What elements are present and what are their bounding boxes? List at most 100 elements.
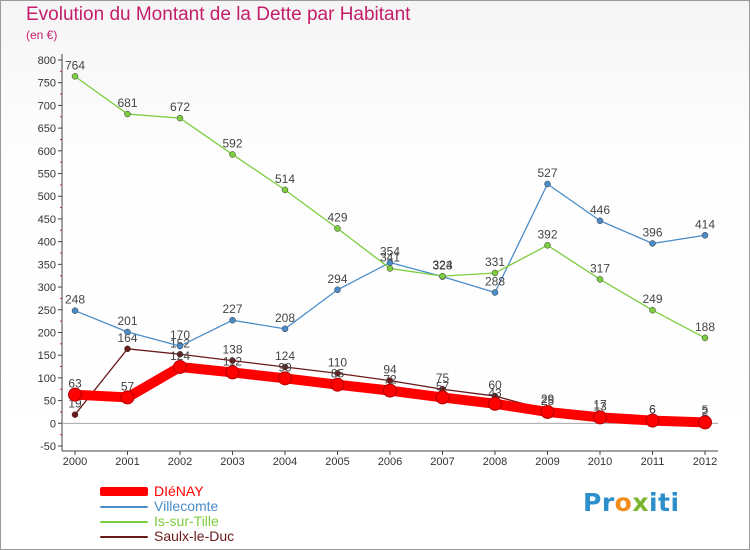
data-point-is-sur-tille <box>71 73 79 80</box>
x-tick-label: 2011 <box>641 456 665 468</box>
x-tick-label: 2002 <box>168 456 192 468</box>
x-tick-label: 2010 <box>588 456 612 468</box>
legend-label-villecomte: Villecomte <box>154 498 219 514</box>
y-tick-label: 50 <box>44 396 56 408</box>
data-label-saulx-le-duc: 29 <box>541 392 555 406</box>
data-point-saulx-le-duc <box>176 351 184 358</box>
data-label-is-sur-tille: 672 <box>170 100 190 114</box>
data-point-is-sur-tille <box>649 306 656 314</box>
data-label-di-nay: 13 <box>593 399 607 413</box>
data-label-villecomte: 527 <box>537 166 557 180</box>
data-label-di-nay: 72 <box>383 373 397 387</box>
data-label-saulx-le-duc: 75 <box>436 371 450 385</box>
data-label-di-nay: 57 <box>436 379 450 393</box>
data-label-is-sur-tille: 341 <box>380 250 400 264</box>
data-label-villecomte: 208 <box>275 311 295 325</box>
data-point-is-sur-tille <box>544 242 551 249</box>
legend-swatch-saulx-le-duc <box>100 535 148 538</box>
data-label-di-nay: 2 <box>702 404 709 418</box>
y-tick-label: 800 <box>38 55 56 67</box>
data-point-di-nay <box>225 365 240 380</box>
y-tick-label: 350 <box>38 259 56 271</box>
y-tick-label: 150 <box>38 350 56 362</box>
x-tick-label: 2012 <box>693 456 717 468</box>
legend-swatch-di-nay <box>100 487 148 496</box>
legend-item-saulx-le-duc: Saulx-le-Duc <box>100 529 234 544</box>
data-point-di-nay <box>698 415 712 430</box>
data-point-di-nay <box>435 390 450 405</box>
data-label-is-sur-tille: 592 <box>222 136 242 150</box>
y-tick-label: 500 <box>38 191 56 203</box>
y-tick-label: 200 <box>38 327 56 339</box>
data-label-villecomte: 446 <box>590 203 610 217</box>
data-label-di-nay: 25 <box>541 394 555 408</box>
data-label-di-nay: 124 <box>170 349 190 363</box>
y-tick-label: 400 <box>38 237 56 249</box>
data-label-villecomte: 294 <box>327 272 347 286</box>
data-label-saulx-le-duc: 60 <box>488 378 502 392</box>
data-label-is-sur-tille: 317 <box>590 261 610 275</box>
data-label-is-sur-tille: 331 <box>485 255 505 269</box>
data-label-villecomte: 396 <box>642 225 662 239</box>
y-tick-label: 650 <box>38 123 56 135</box>
proxiti-logo: Proxiti <box>583 488 680 517</box>
data-label-di-nay: 63 <box>68 377 82 391</box>
data-label-is-sur-tille: 249 <box>642 292 662 306</box>
data-point-di-nay <box>120 390 135 405</box>
data-label-di-nay: 99 <box>278 360 292 374</box>
data-label-saulx-le-duc: 124 <box>275 349 295 363</box>
data-label-villecomte: 323 <box>432 259 452 273</box>
data-point-is-sur-tille <box>176 114 184 122</box>
x-tick-label: 2006 <box>378 456 402 468</box>
data-label-saulx-le-duc: 5 <box>702 403 709 417</box>
legend-label-di-nay: DIéNAY <box>154 483 204 499</box>
data-point-is-sur-tille <box>334 225 341 232</box>
data-label-villecomte: 227 <box>222 302 242 316</box>
x-tick-label: 2000 <box>63 456 87 468</box>
data-point-villecomte <box>71 307 79 314</box>
x-tick-label: 2004 <box>273 456 297 468</box>
y-tick-label: 550 <box>38 169 56 181</box>
y-tick-label: 250 <box>38 305 56 317</box>
data-point-di-nay <box>593 410 607 425</box>
legend-item-is-sur-tille: Is-sur-Tille <box>100 514 234 529</box>
y-tick-label: 0 <box>50 418 56 430</box>
data-point-villecomte <box>281 325 289 333</box>
data-point-villecomte <box>544 180 551 188</box>
legend-swatch-is-sur-tille <box>100 520 148 523</box>
data-label-di-nay: 85 <box>331 367 345 381</box>
data-label-saulx-le-duc: 17 <box>593 398 607 412</box>
data-point-is-sur-tille <box>701 334 709 342</box>
data-point-di-nay <box>488 396 502 411</box>
data-label-saulx-le-duc: 6 <box>649 403 656 417</box>
data-point-villecomte <box>701 232 709 239</box>
legend-item-di-nay: DIéNAY <box>100 484 234 499</box>
data-point-saulx-le-duc <box>229 357 236 364</box>
data-point-villecomte <box>491 289 499 296</box>
y-tick-label: 300 <box>38 282 56 294</box>
data-label-is-sur-tille: 429 <box>327 210 347 224</box>
x-tick-label: 2003 <box>220 456 244 468</box>
data-point-villecomte <box>649 240 656 247</box>
y-tick-label: 100 <box>38 373 56 385</box>
data-point-saulx-le-duc <box>124 345 131 353</box>
chart-subtitle: (en €) <box>26 28 58 42</box>
data-point-is-sur-tille <box>386 265 394 272</box>
data-point-di-nay <box>278 371 292 386</box>
x-tick-label: 2009 <box>535 456 559 468</box>
legend-swatch-villecomte <box>100 505 148 508</box>
data-point-di-nay <box>645 413 660 428</box>
data-label-saulx-le-duc: 94 <box>383 363 397 377</box>
chart-legend: DIéNAY Villecomte Is-sur-Tille Saulx-le-Duc <box>100 484 234 544</box>
legend-label-is-sur-tille: Is-sur-Tille <box>154 513 219 529</box>
data-point-di-nay <box>330 377 345 392</box>
y-tick-label: 450 <box>38 214 56 226</box>
data-label-villecomte: 414 <box>695 217 715 231</box>
data-label-saulx-le-duc: 164 <box>117 331 137 345</box>
data-label-is-sur-tille: 188 <box>695 320 715 334</box>
data-label-is-sur-tille: 764 <box>65 58 85 72</box>
data-label-di-nay: 57 <box>121 379 135 393</box>
chart-title: Evolution du Montant de la Dette par Hab… <box>26 4 411 25</box>
data-point-is-sur-tille <box>281 186 289 194</box>
